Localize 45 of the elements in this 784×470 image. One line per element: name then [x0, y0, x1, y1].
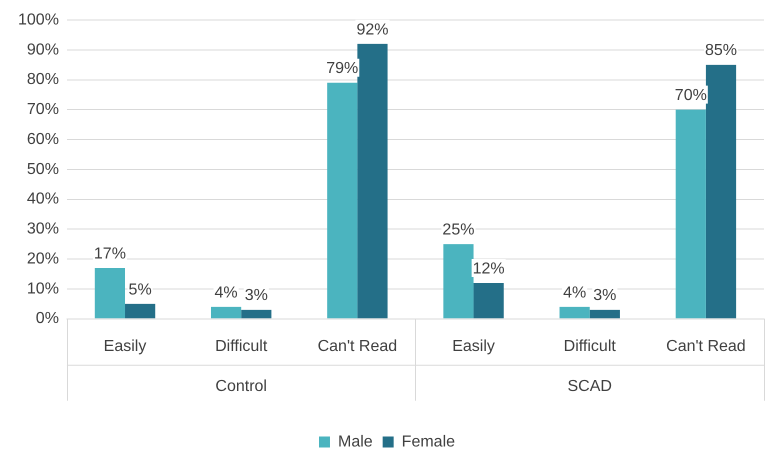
y-tick-label: 80% [26, 71, 59, 88]
x-tick-label: Can't Read [666, 338, 746, 355]
bar [676, 110, 706, 318]
text: SCAD [568, 378, 612, 396]
y-tick-label: 0% [36, 310, 59, 328]
x-tick-label: Difficult [215, 338, 268, 355]
x-tick-label: Easily [104, 338, 146, 355]
bar [210, 306, 242, 318]
data-label: 17% [94, 245, 126, 262]
legend-label: Male [338, 433, 373, 450]
legend-label: Female [402, 433, 456, 450]
y-tick-label: 90% [26, 41, 59, 58]
data-label: 12% [472, 260, 505, 278]
data-label: 25% [442, 222, 474, 239]
data-label: 92% [356, 21, 388, 38]
y-tick-label: 10% [26, 280, 59, 298]
bar [125, 304, 156, 318]
text: Control [215, 378, 267, 396]
data-label: 3% [244, 287, 268, 304]
bar [241, 310, 272, 318]
bar [357, 44, 388, 318]
y-tick-label: 50% [26, 160, 59, 178]
y-tick-label: 30% [26, 220, 59, 238]
data-label: 85% [705, 42, 738, 60]
bar [590, 310, 620, 318]
data-label: 4% [214, 284, 238, 302]
y-tick-label: 60% [26, 130, 59, 148]
bar [327, 82, 358, 318]
y-tick-label: 40% [26, 190, 59, 208]
y-tick-label: 100% [18, 11, 59, 28]
data-label: 79% [326, 60, 358, 78]
y-tick-label: 20% [26, 250, 59, 268]
data-label: 70% [674, 87, 707, 104]
data-label: 4% [563, 284, 586, 302]
data-label: 5% [128, 281, 152, 298]
bar [560, 306, 590, 318]
bar [706, 64, 736, 318]
x-tick-label: Difficult [564, 338, 616, 355]
bar [474, 282, 504, 318]
data-label: 3% [593, 287, 616, 304]
bar [443, 244, 474, 318]
bar [94, 268, 126, 318]
x-tick-label: Easily [452, 338, 495, 355]
y-tick-label: 70% [26, 101, 59, 118]
x-tick-label: Can't Read [318, 338, 398, 355]
